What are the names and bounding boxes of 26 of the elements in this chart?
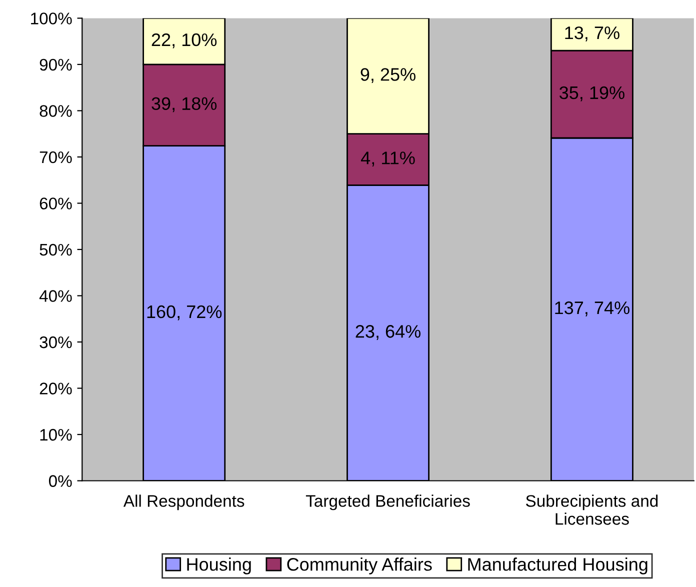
- data-label: 160, 72%: [147, 305, 222, 320]
- x-tick-label: Targeted Beneficiaries: [306, 494, 470, 510]
- data-label: 22, 10%: [152, 33, 217, 48]
- legend-label: Housing: [187, 558, 251, 574]
- x-tick-label: Subrecipients and Licensees: [526, 494, 658, 525]
- y-tick-label: 10%: [40, 428, 72, 441]
- y-tick-label: 80%: [40, 105, 72, 117]
- data-label: 23, 64%: [356, 325, 421, 340]
- legend-label: Community Affairs: [287, 558, 432, 574]
- y-tick-label: 30%: [40, 336, 72, 348]
- data-label: 35, 19%: [560, 86, 624, 102]
- data-label: 39, 18%: [152, 97, 217, 112]
- data-label: 9, 25%: [360, 68, 416, 83]
- y-tick-label: 60%: [40, 198, 72, 210]
- data-label: 13, 7%: [565, 26, 620, 42]
- y-tick-label: 90%: [40, 58, 72, 71]
- y-tick-label: 20%: [40, 382, 72, 394]
- data-label: 137, 74%: [555, 301, 630, 316]
- y-tick-label: 40%: [39, 290, 72, 302]
- legend-label: Manufactured Housing: [468, 558, 648, 574]
- y-tick-label: 0%: [48, 475, 72, 487]
- y-tick-label: 50%: [40, 244, 72, 256]
- data-label: 4, 11%: [360, 152, 415, 166]
- x-tick-label: All Respondents: [123, 494, 244, 510]
- y-tick-label: 70%: [40, 151, 72, 164]
- y-tick-label: 100%: [31, 12, 72, 24]
